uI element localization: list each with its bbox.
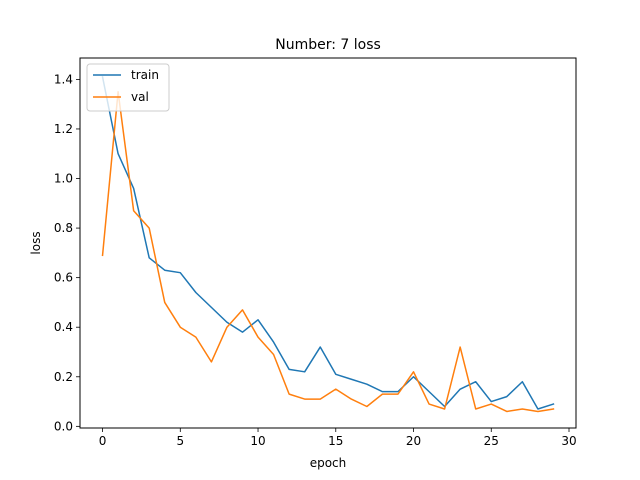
x-tick-label: 15 [328, 434, 343, 448]
x-tick-label: 20 [406, 434, 421, 448]
legend-label-val: val [131, 90, 149, 104]
y-axis-ticks: 0.0 0.2 0.4 0.6 0.8 1.0 1.2 1.4 [54, 72, 80, 433]
x-axis-label: epoch [310, 456, 347, 470]
y-tick-label: 1.2 [54, 122, 73, 136]
plot-area [80, 58, 576, 428]
y-tick-label: 0.0 [54, 419, 73, 433]
x-axis-ticks: 0 5 10 15 20 25 30 [99, 428, 577, 448]
legend-label-train: train [131, 68, 159, 82]
x-tick-label: 5 [176, 434, 184, 448]
x-tick-label: 10 [250, 434, 265, 448]
y-tick-label: 0.2 [54, 370, 73, 384]
y-axis-label: loss [29, 231, 43, 254]
y-tick-label: 0.4 [54, 320, 73, 334]
y-tick-label: 1.4 [54, 72, 73, 86]
plot-frame [79, 57, 577, 429]
x-tick-label: 30 [561, 434, 576, 448]
chart-title: Number: 7 loss [275, 37, 381, 53]
legend: train val [86, 63, 170, 112]
series-line-val [101, 91, 555, 413]
y-tick-label: 1.0 [54, 172, 73, 186]
x-tick-label: 0 [99, 434, 107, 448]
series-layer [101, 76, 555, 413]
series-line-train [101, 76, 555, 410]
x-tick-label: 25 [484, 434, 499, 448]
y-tick-label: 0.8 [54, 221, 73, 235]
y-tick-label: 0.6 [54, 271, 73, 285]
